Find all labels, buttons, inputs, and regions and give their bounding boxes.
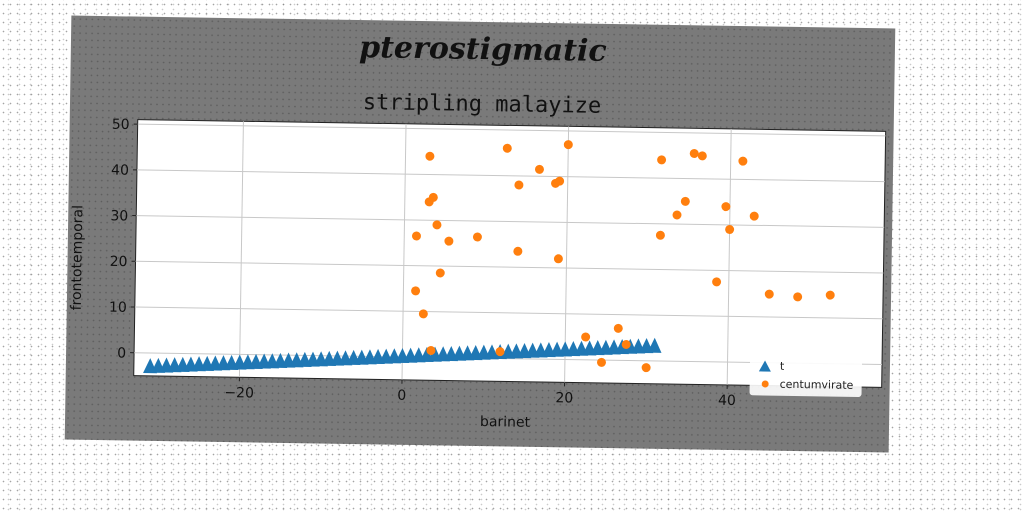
data-point-t [647,337,662,353]
data-point-centumvirate [764,289,774,299]
plot-panel [133,119,887,388]
data-point-centumvirate [495,347,505,357]
data-point-centumvirate [689,148,699,158]
triangle-marker-icon [758,359,772,372]
data-point-centumvirate [514,180,524,190]
data-point-centumvirate [432,220,442,230]
plot-area: −20 0 20 40 0 10 20 30 40 50 [109,117,887,409]
y-gridline [135,260,884,274]
data-point-centumvirate [551,178,561,188]
data-point-centumvirate [657,155,667,165]
data-point-centumvirate [581,332,591,342]
data-point-centumvirate [596,357,606,367]
data-point-centumvirate [502,143,512,153]
data-point-centumvirate [621,339,631,349]
data-point-centumvirate [749,211,759,221]
data-point-centumvirate [425,151,435,161]
data-point-centumvirate [672,210,682,220]
data-point-centumvirate [472,232,482,242]
data-point-centumvirate [738,156,748,166]
data-point-centumvirate [553,254,563,264]
data-point-centumvirate [418,309,428,319]
data-point-centumvirate [534,164,544,174]
data-point-centumvirate [680,196,690,206]
y-gridline [137,123,886,137]
y-tick-label: 0 [117,345,126,361]
data-point-centumvirate [697,151,707,161]
x-gridline [726,128,732,385]
x-tick-label: 20 [555,390,573,406]
legend-entry-t: t [750,357,785,374]
y-gridline [136,215,885,228]
y-tick-label: 20 [110,254,128,270]
x-tick-label: −20 [224,385,254,401]
y-axis-label: frontotemporal [68,204,87,311]
data-point-centumvirate [426,346,436,356]
data-point-centumvirate [411,286,421,296]
data-point-centumvirate [721,202,731,212]
data-point-centumvirate [655,230,665,240]
data-point-centumvirate [444,236,454,246]
data-point-centumvirate [613,323,623,333]
circle-marker-icon [761,379,769,388]
legend-label-t: t [779,359,785,373]
legend: t centumvirate [749,353,863,398]
data-point-centumvirate [793,292,803,302]
data-point-centumvirate [411,231,421,241]
data-point-centumvirate [563,140,573,150]
y-tick-label: 40 [111,162,129,178]
y-gridline [136,169,885,183]
data-point-centumvirate [825,290,835,300]
y-gridline [134,306,883,320]
y-tick-label: 50 [112,117,130,133]
x-tick-label: 40 [718,393,736,409]
y-tick-label: 30 [110,208,128,224]
data-point-centumvirate [428,192,438,202]
data-point-centumvirate [513,246,523,256]
x-gridline [401,123,407,380]
legend-label-centumvirate: centumvirate [779,377,854,392]
figure: pterostigmatic stripling malayize −20 0 20… [64,15,896,453]
x-tick-label: 0 [397,388,406,404]
y-tick-label: 10 [109,300,127,316]
x-gridline [238,121,244,378]
data-point-centumvirate [725,224,735,234]
data-point-centumvirate [712,277,722,287]
x-gridline [564,126,570,383]
data-point-centumvirate [435,268,445,278]
data-point-centumvirate [641,363,651,373]
legend-entry-centumvirate: centumvirate [750,375,854,393]
